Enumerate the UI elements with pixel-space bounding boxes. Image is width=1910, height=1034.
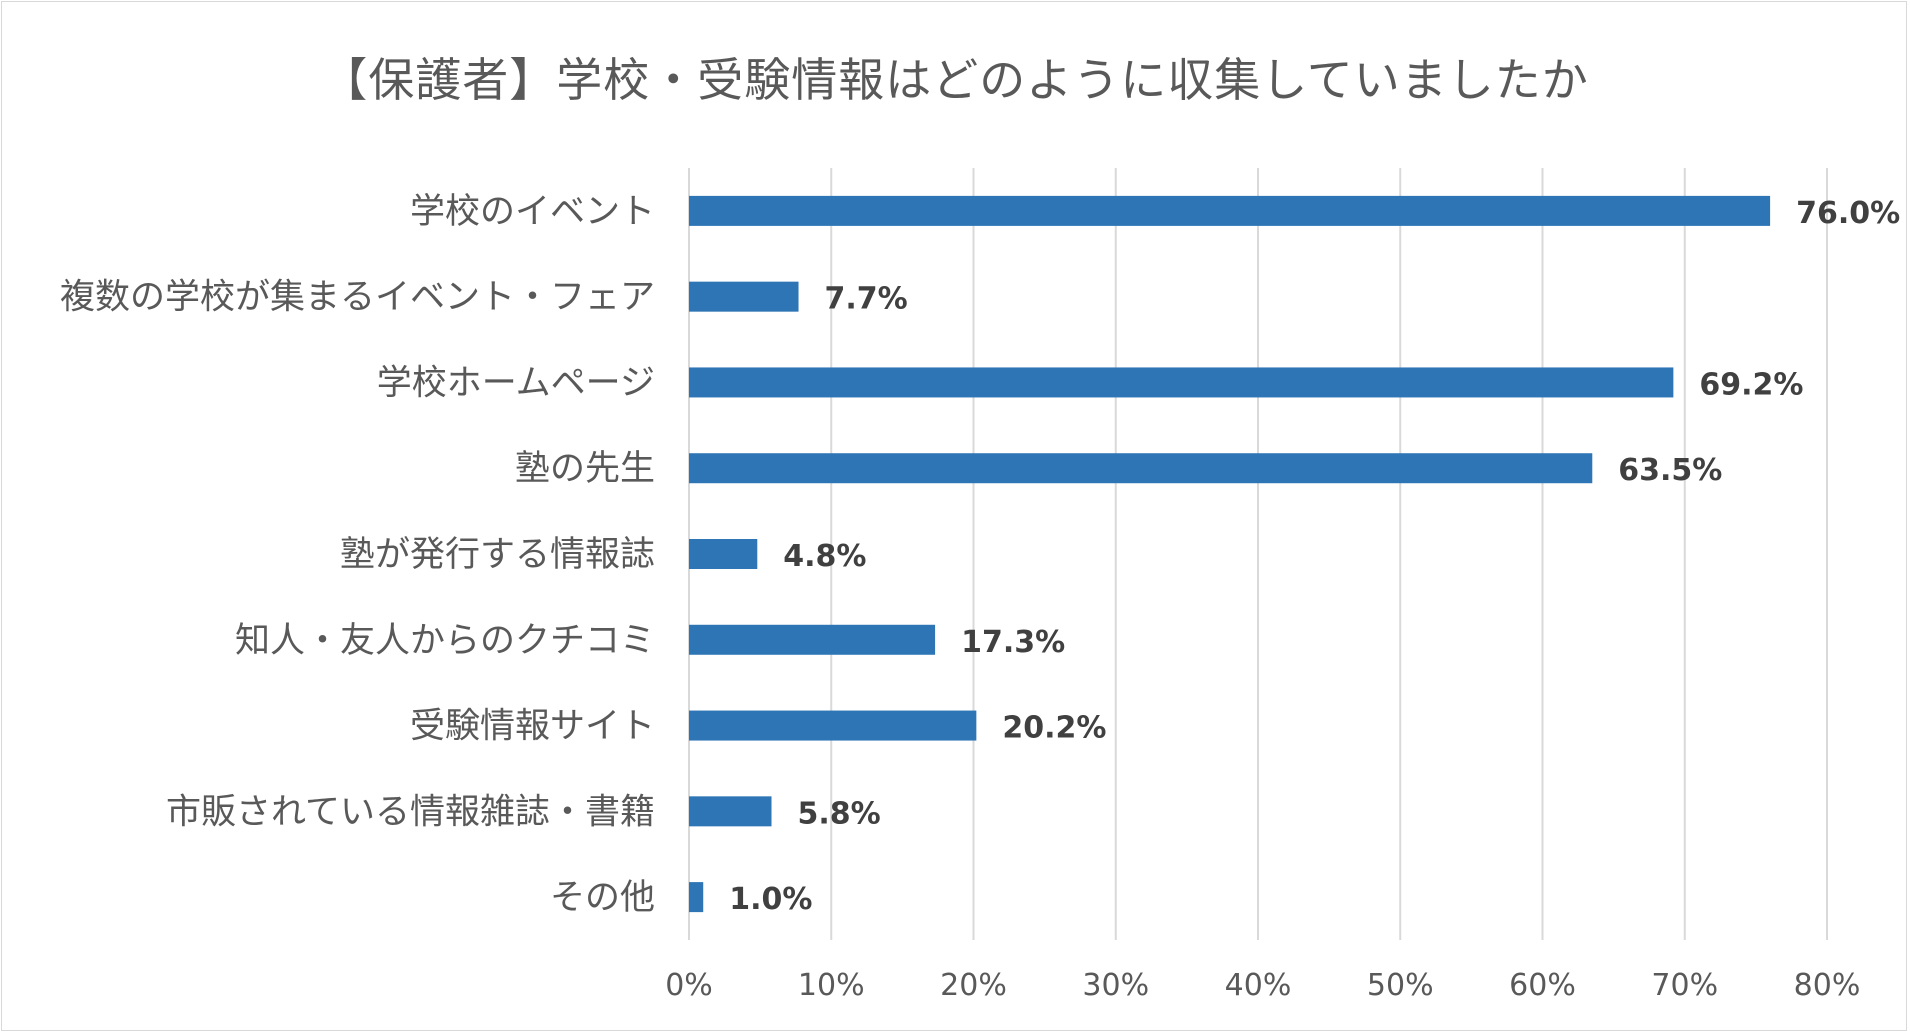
data-label: 17.3%	[961, 625, 1065, 660]
bar	[689, 624, 936, 655]
gridlines	[688, 168, 1828, 940]
x-tick-label: 10%	[798, 968, 865, 1003]
bar	[689, 539, 758, 569]
category-label: 学校のイベント	[410, 192, 655, 232]
category-label: 複数の学校が集まるイベント・フェア	[60, 278, 655, 318]
data-label: 4.8%	[783, 539, 866, 574]
bar	[689, 710, 977, 741]
data-label: 5.8%	[798, 796, 881, 831]
labels: 0% 10% 20% 30% 40% 50% 60% 70% 80% 学校のイベント 76.0% 複数…	[60, 192, 1900, 1003]
data-label: 1.0%	[729, 882, 812, 917]
x-tick-label: 30%	[1082, 968, 1149, 1003]
data-label: 69.2%	[1699, 367, 1803, 402]
data-label: 20.2%	[1002, 711, 1106, 746]
bars	[689, 195, 1771, 913]
chart-title: 【保護者】学校・受験情報はどのように収集していましたか	[321, 53, 1589, 107]
data-label: 7.7%	[825, 282, 908, 317]
x-tick-label: 80%	[1794, 968, 1861, 1003]
bar	[689, 195, 1771, 226]
bar	[689, 281, 799, 312]
bar	[689, 882, 704, 913]
x-tick-label: 70%	[1651, 968, 1718, 1003]
x-tick-label: 0%	[665, 968, 713, 1003]
category-label: 知人・友人からのクチコミ	[235, 621, 655, 661]
x-tick-label: 60%	[1509, 968, 1576, 1003]
bar	[689, 453, 1593, 484]
category-label: 受験情報サイト	[410, 707, 655, 747]
x-tick-label: 40%	[1225, 968, 1292, 1003]
category-label: 塾の先生	[515, 449, 655, 489]
category-label: その他	[550, 878, 655, 918]
category-label: 塾が発行する情報誌	[340, 535, 655, 575]
x-tick-label: 50%	[1367, 968, 1434, 1003]
category-label: 学校ホームページ	[377, 363, 655, 403]
category-label: 市販されている情報雑誌・書籍	[166, 792, 655, 832]
data-label: 63.5%	[1618, 453, 1722, 488]
bar	[689, 796, 772, 827]
x-tick-label: 20%	[940, 968, 1007, 1003]
data-label: 76.0%	[1796, 196, 1900, 231]
bar	[689, 367, 1674, 398]
